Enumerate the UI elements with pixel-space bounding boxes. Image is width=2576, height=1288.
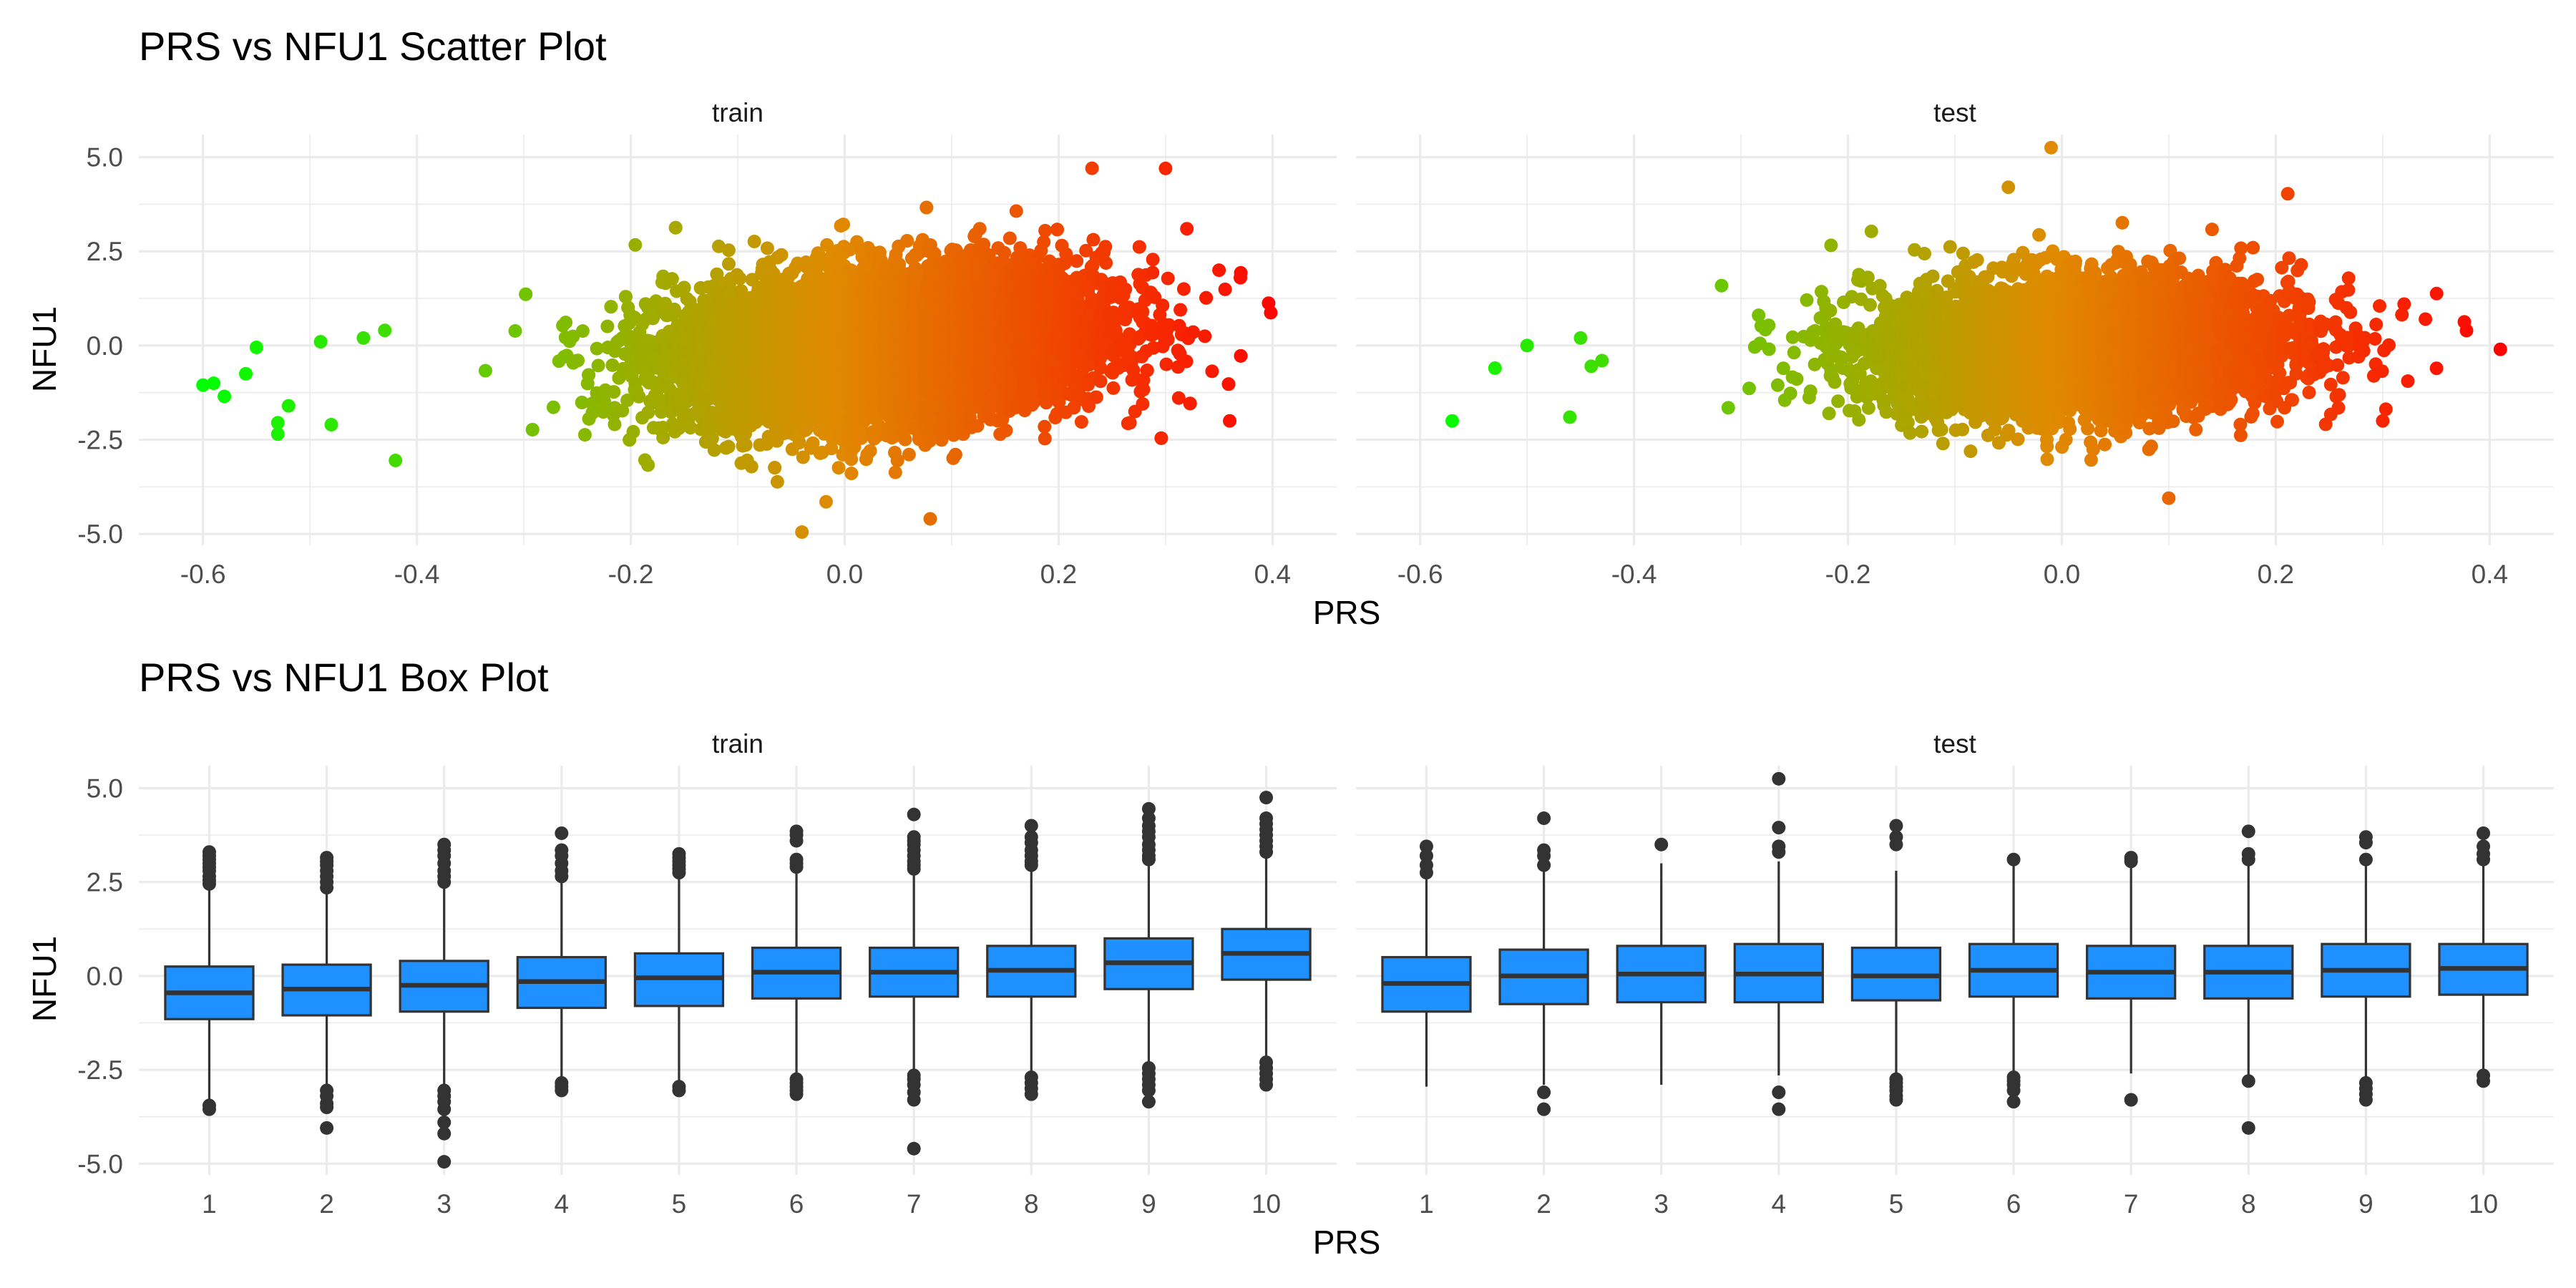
scatter-point: [665, 272, 679, 286]
scatter-point: [768, 461, 782, 475]
scatter-plot-section: PRS vs NFU1 Scatter Plot PRS NFU1 train …: [26, 24, 2554, 631]
scatter-point: [836, 218, 850, 232]
scatter-point: [218, 389, 232, 404]
scatter-point: [672, 421, 686, 435]
scatter-points-train: [196, 161, 1278, 540]
scatter-point: [239, 366, 253, 381]
scatter-point: [249, 341, 263, 354]
scatter-point: [760, 241, 774, 255]
scatter-point: [615, 404, 630, 418]
scatter-point: [641, 458, 655, 472]
scatter-point: [582, 368, 596, 382]
scatter-point: [770, 474, 784, 489]
scatter-point: [844, 467, 859, 481]
scatter-y-axis-label: NFU1: [26, 306, 63, 392]
scatter-point: [324, 418, 338, 431]
scatter-point: [888, 465, 902, 479]
scatter-point: [356, 331, 371, 345]
scatter-point: [722, 257, 736, 271]
scatter-point: [604, 300, 618, 314]
scatter-point: [600, 319, 615, 333]
scatter-point: [721, 243, 736, 258]
scatter-point: [575, 324, 590, 338]
scatter-point: [478, 364, 492, 378]
scatter-x-axis-label: PRS: [1313, 594, 1381, 631]
scatter-point: [270, 416, 285, 430]
scatter-strip-label-train: train: [712, 98, 763, 127]
scatter-point: [590, 341, 604, 356]
scatter-point: [632, 389, 646, 404]
scatter-point: [597, 394, 611, 409]
scatter-point: [378, 323, 392, 338]
scatter-point: [723, 287, 737, 301]
scatter-point: [733, 271, 747, 286]
scatter-point: [744, 459, 758, 474]
scatter-point: [525, 423, 540, 436]
scatter-point: [207, 376, 221, 391]
scatter-point: [738, 438, 753, 452]
scatter-point: [668, 220, 683, 235]
scatter-point: [890, 454, 904, 467]
scatter-point: [571, 353, 585, 368]
scatter-point: [577, 428, 592, 442]
scatter-panel-train: train -0.6 -0.4 -0.2 0.0 0.2 0.4 -5.0-2.50.02…: [77, 98, 1337, 589]
scatter-point: [819, 494, 833, 509]
scatter-point: [641, 405, 655, 419]
scatter-point: [667, 303, 681, 316]
scatter-point: [831, 461, 846, 475]
scatter-point: [389, 454, 403, 467]
scatter-point: [618, 290, 633, 304]
scatter-point: [559, 316, 573, 330]
scatter-point: [591, 358, 605, 373]
scatter-point: [844, 452, 859, 467]
scatter-point: [608, 417, 622, 431]
scatter-point: [683, 421, 698, 435]
scatter-point: [710, 267, 724, 281]
scatter-point: [607, 385, 621, 399]
scatter-point: [605, 358, 620, 372]
scatter-point: [656, 431, 670, 444]
scatter-point: [705, 431, 719, 446]
scatter-point: [677, 280, 691, 295]
scatter-point: [626, 424, 640, 439]
scatter-point: [270, 427, 285, 441]
scatter-point: [281, 399, 296, 413]
scatter-point: [774, 248, 789, 262]
scatter-point: [863, 444, 877, 458]
scatter-point: [795, 525, 809, 540]
scatter-point: [721, 439, 736, 454]
scatter-point: [747, 235, 761, 248]
scatter-point: [628, 238, 643, 252]
scatter-point: [508, 324, 522, 338]
scatter-plot-title: PRS vs NFU1 Scatter Plot: [139, 24, 607, 69]
scatter-point: [546, 400, 560, 414]
scatter-point: [620, 394, 635, 407]
scatter-point: [313, 335, 328, 349]
scatter-point: [196, 378, 210, 392]
scatter-point: [519, 287, 533, 301]
scatter-point: [575, 396, 589, 409]
scatter-point: [707, 443, 721, 457]
